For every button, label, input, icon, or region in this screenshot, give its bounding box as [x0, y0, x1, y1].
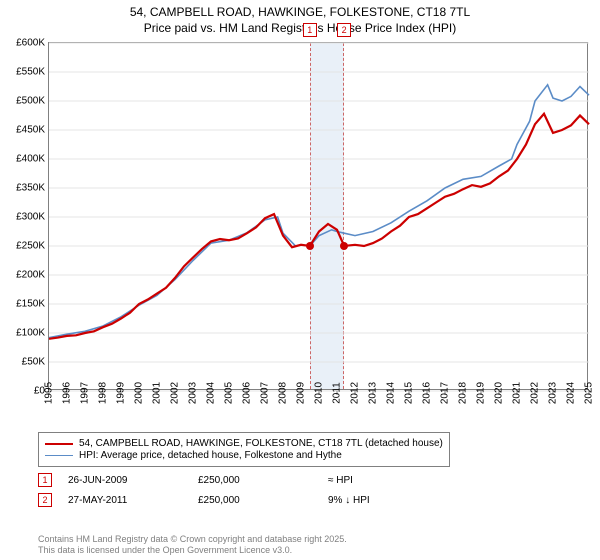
xtick-label: 2009: [296, 382, 307, 404]
xtick-label: 2020: [494, 382, 505, 404]
xtick-label: 2004: [206, 382, 217, 404]
ytick-label: £550K: [16, 67, 45, 78]
legend-label-hpi: HPI: Average price, detached house, Folk…: [79, 450, 342, 461]
xtick-label: 1995: [44, 382, 55, 404]
xtick-label: 2000: [134, 382, 145, 404]
xtick-label: 2001: [152, 382, 163, 404]
sale-marker-1: 1: [303, 23, 317, 37]
xtick-label: 2003: [188, 382, 199, 404]
xtick-label: 1999: [116, 382, 127, 404]
xtick-label: 2006: [242, 382, 253, 404]
ytick-label: £200K: [16, 270, 45, 281]
title-line1: 54, CAMPBELL ROAD, HAWKINGE, FOLKESTONE,…: [0, 4, 600, 20]
xtick-label: 2023: [548, 382, 559, 404]
xtick-label: 2024: [566, 382, 577, 404]
xtick-label: 1996: [62, 382, 73, 404]
legend-box: 54, CAMPBELL ROAD, HAWKINGE, FOLKESTONE,…: [38, 432, 450, 467]
ytick-label: £50K: [22, 357, 45, 368]
footer-line2: This data is licensed under the Open Gov…: [38, 545, 347, 556]
xtick-label: 2002: [170, 382, 181, 404]
chart-title: 54, CAMPBELL ROAD, HAWKINGE, FOLKESTONE,…: [0, 0, 600, 36]
legend-label-property: 54, CAMPBELL ROAD, HAWKINGE, FOLKESTONE,…: [79, 438, 443, 449]
ytick-label: £350K: [16, 183, 45, 194]
sale-row: 1 26-JUN-2009£250,000≈ HPI: [38, 473, 592, 487]
ytick-label: £450K: [16, 125, 45, 136]
sale-price: £250,000: [198, 495, 328, 506]
ytick-label: £400K: [16, 154, 45, 165]
xtick-label: 2016: [422, 382, 433, 404]
xtick-label: 2005: [224, 382, 235, 404]
legend-area: 54, CAMPBELL ROAD, HAWKINGE, FOLKESTONE,…: [38, 432, 592, 507]
xtick-label: 2019: [476, 382, 487, 404]
series-property-line: [49, 114, 589, 339]
sale-marker-2: 2: [337, 23, 351, 37]
sale-row-marker: 1: [38, 473, 52, 487]
legend-swatch-property: [45, 443, 73, 445]
sale-date: 26-JUN-2009: [68, 475, 198, 486]
chart-area: £0£50K£100K£150K£200K£250K£300K£350K£400…: [6, 42, 594, 422]
ytick-label: £100K: [16, 328, 45, 339]
legend-swatch-hpi: [45, 455, 73, 456]
sale-rel-hpi: ≈ HPI: [328, 475, 353, 486]
xtick-label: 2010: [314, 382, 325, 404]
sale-price: £250,000: [198, 475, 328, 486]
footer-note: Contains HM Land Registry data © Crown c…: [38, 534, 347, 556]
plot-svg: [49, 43, 589, 391]
xtick-label: 2018: [458, 382, 469, 404]
title-line2: Price paid vs. HM Land Registry's House …: [0, 20, 600, 36]
ytick-label: £600K: [16, 38, 45, 49]
xtick-label: 2011: [332, 382, 343, 404]
xtick-label: 1998: [98, 382, 109, 404]
sale-row-marker: 2: [38, 493, 52, 507]
ytick-label: £150K: [16, 299, 45, 310]
sale-point-1: [306, 242, 314, 250]
plot-area: £0£50K£100K£150K£200K£250K£300K£350K£400…: [48, 42, 588, 390]
xtick-label: 2022: [530, 382, 541, 404]
xtick-label: 2021: [512, 382, 523, 404]
xtick-label: 2012: [350, 382, 361, 404]
xtick-label: 2017: [440, 382, 451, 404]
xtick-label: 2025: [584, 382, 595, 404]
ytick-label: £300K: [16, 212, 45, 223]
legend-row-hpi: HPI: Average price, detached house, Folk…: [45, 450, 443, 461]
xtick-label: 2014: [386, 382, 397, 404]
xtick-label: 2008: [278, 382, 289, 404]
series-hpi-line: [49, 85, 589, 338]
sales-table: 1 26-JUN-2009£250,000≈ HPI 2 27-MAY-2011£25…: [38, 473, 592, 507]
xtick-label: 1997: [80, 382, 91, 404]
xtick-label: 2013: [368, 382, 379, 404]
ytick-label: £250K: [16, 241, 45, 252]
legend-row-property: 54, CAMPBELL ROAD, HAWKINGE, FOLKESTONE,…: [45, 438, 443, 449]
sale-date: 27-MAY-2011: [68, 495, 198, 506]
xtick-label: 2007: [260, 382, 271, 404]
footer-line1: Contains HM Land Registry data © Crown c…: [38, 534, 347, 545]
sale-row: 2 27-MAY-2011£250,0009% ↓ HPI: [38, 493, 592, 507]
xtick-label: 2015: [404, 382, 415, 404]
ytick-label: £500K: [16, 96, 45, 107]
sale-rel-hpi: 9% ↓ HPI: [328, 495, 370, 506]
sale-point-2: [340, 242, 348, 250]
